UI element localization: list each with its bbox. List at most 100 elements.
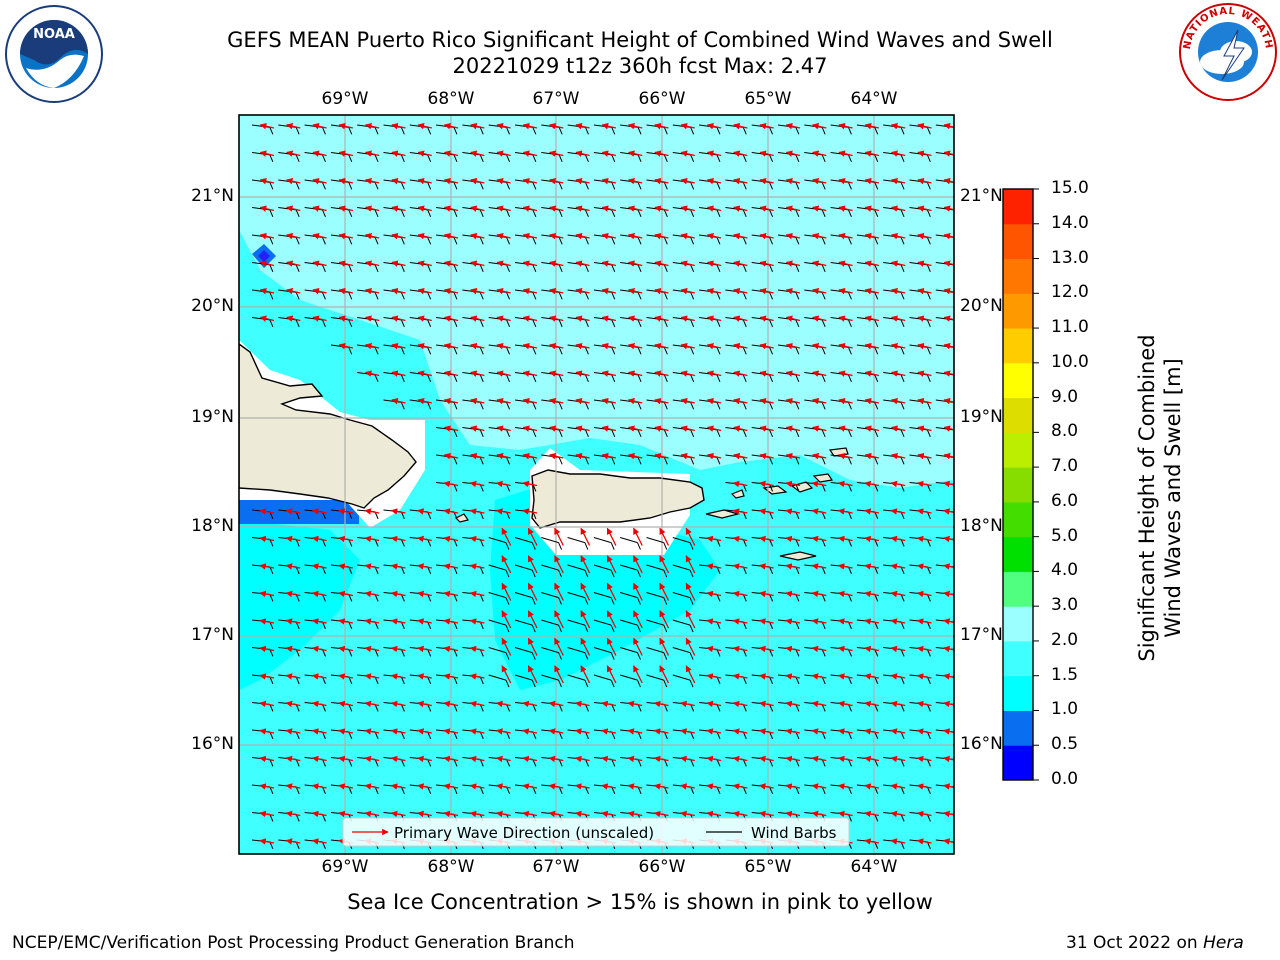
wave-arrow	[549, 287, 564, 295]
wave-arrow	[470, 232, 485, 240]
wave-arrow	[917, 150, 932, 157]
wave-arrow	[286, 122, 301, 130]
wave-arrow	[680, 177, 695, 185]
wave-arrow	[633, 527, 643, 546]
wave-arrow	[785, 590, 801, 598]
wave-arrow	[785, 700, 801, 708]
wave-arrow	[785, 260, 801, 267]
wave-arrow	[285, 645, 301, 653]
wave-arrow	[469, 590, 485, 598]
wave-arrow	[837, 728, 853, 735]
wave-arrow	[811, 563, 827, 570]
wave-arrow	[785, 645, 801, 653]
wave-arrow	[633, 665, 643, 684]
wave-arrow	[812, 232, 827, 240]
wave-arrow	[685, 665, 696, 684]
wave-arrow	[417, 673, 432, 680]
sea-deep-blue	[239, 500, 359, 524]
colorbar-segment	[1003, 571, 1033, 607]
wave-arrow	[706, 205, 722, 212]
wave-arrow	[364, 232, 380, 240]
wave-arrow	[838, 177, 853, 185]
wave-arrow	[580, 555, 591, 574]
wave-arrow	[890, 618, 906, 625]
wave-arrow	[811, 700, 827, 708]
wave-arrow	[837, 645, 853, 653]
wave-arrow	[654, 370, 669, 377]
wave-arrow	[580, 582, 591, 601]
wave-arrow	[733, 177, 748, 185]
wave-arrow	[838, 452, 853, 460]
wave-arrow	[943, 122, 954, 130]
wave-arrow	[943, 618, 954, 625]
wave-arrow	[469, 618, 485, 625]
wave-arrow	[443, 783, 459, 790]
wave-arrow	[527, 665, 538, 684]
wave-arrow	[443, 563, 459, 570]
wave-arrow	[732, 700, 748, 708]
wave-arrow	[916, 700, 932, 708]
wave-arrow	[916, 755, 932, 763]
wave-arrow	[522, 177, 538, 185]
wave-arrow	[864, 260, 880, 267]
wave-arrow	[732, 618, 748, 625]
lat-label-right: 20°N	[960, 296, 1003, 316]
wave-arrow	[338, 205, 354, 212]
wave-arrow	[916, 618, 932, 625]
wave-arrow	[758, 673, 774, 680]
colorbar-tick-label: 6.0	[1051, 490, 1079, 511]
wave-arrow	[338, 508, 354, 515]
wave-arrow	[759, 260, 774, 267]
wave-arrow	[311, 618, 327, 625]
wave-arrow	[759, 452, 774, 460]
wave-arrow	[554, 555, 564, 574]
colorbar-segment	[1003, 745, 1033, 781]
wave-arrow	[837, 618, 853, 625]
wind-barb	[593, 564, 615, 578]
wave-arrow	[417, 370, 432, 377]
wave-arrow	[580, 665, 591, 684]
colorbar-tick-label: 2.0	[1051, 629, 1079, 650]
wave-arrow	[812, 370, 827, 377]
colorbar-segment	[1003, 467, 1033, 503]
wave-arrow	[706, 452, 722, 460]
wave-arrow	[469, 563, 485, 570]
wave-arrow	[312, 260, 327, 267]
wave-arrow	[706, 177, 722, 185]
wave-arrow	[364, 150, 380, 157]
wave-arrow	[733, 205, 748, 212]
wave-arrow	[943, 342, 954, 350]
wave-arrow	[469, 810, 485, 818]
wind-barb	[593, 592, 615, 605]
wave-arrow	[653, 810, 669, 818]
wave-arrow	[338, 645, 354, 653]
wave-arrow	[627, 232, 643, 240]
lon-label-bottom: 69°W	[321, 857, 369, 877]
wave-arrow	[601, 700, 617, 708]
wave-arrow	[838, 397, 853, 405]
wave-arrow	[706, 260, 722, 267]
colorbar-segment	[1003, 640, 1033, 677]
wave-arrow	[338, 755, 354, 763]
colorbar-segment	[1003, 293, 1033, 329]
wind-barb	[514, 674, 536, 688]
wave-arrow	[574, 700, 590, 708]
wave-arrow	[522, 810, 538, 818]
wave-arrow	[364, 755, 380, 763]
colorbar-tick-label: 8.0	[1051, 421, 1079, 442]
wave-arrow	[311, 508, 327, 515]
wave-arrow	[890, 287, 906, 295]
wave-arrow	[601, 150, 617, 157]
wind-barb	[514, 537, 536, 550]
wind-barb	[567, 564, 589, 578]
wave-arrow	[916, 480, 932, 488]
wave-arrow	[943, 728, 954, 735]
wave-arrow	[864, 728, 880, 735]
wave-arrow	[627, 397, 643, 405]
wave-arrow	[733, 150, 748, 157]
wave-arrow	[811, 645, 827, 653]
wave-arrow	[654, 315, 669, 322]
noaa-logo: NOAA	[4, 4, 104, 108]
wave-arrow	[601, 232, 617, 240]
